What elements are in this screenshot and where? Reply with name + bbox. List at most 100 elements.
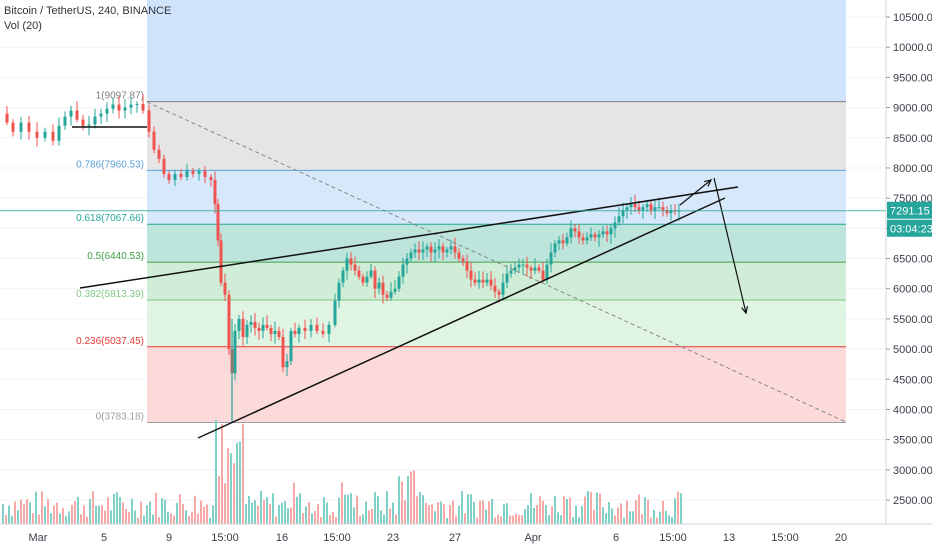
candle-body [241,318,245,337]
candle-body [233,330,237,374]
volume-bar [182,504,184,524]
volume-bar [281,502,283,524]
candle-body [649,204,653,211]
volume-bar [305,506,307,524]
volume-bar [329,515,331,524]
candle-body [321,330,325,334]
candle-body [167,173,171,181]
volume-bar [530,493,532,524]
volume-bar [218,476,220,524]
candle-body [585,237,589,241]
volume-bar [380,510,382,524]
volume-bar [542,500,544,524]
volume-bar [173,515,175,524]
volume-bar [431,504,433,524]
volume-bar [191,511,193,524]
volume-bar [293,482,295,524]
volume-bar [638,494,640,524]
candle-body [289,330,293,362]
volume-bar [2,504,4,524]
volume-bar [323,497,325,524]
candle-body [565,237,569,244]
volume-bar [506,503,508,524]
volume-bar [584,496,586,524]
volume-bar [263,499,265,524]
volume-bar [662,500,664,524]
volume-bar [74,501,76,524]
volume-bar [569,497,571,524]
candle-body [5,113,9,123]
price-axis-label: 2500.00 [893,495,932,507]
volume-bar [17,510,19,524]
candle-body [173,173,177,181]
volume-bar [677,491,679,524]
candle-body [227,294,231,350]
price-axis-label: 6500.00 [893,254,932,266]
volume-bar [14,501,16,524]
candle-body [609,228,613,235]
candle-body [661,207,665,211]
candle-body [365,276,369,283]
volume-bar [422,495,424,524]
volume-bar [509,515,511,524]
candle-body [401,264,405,277]
volume-bar [404,500,406,524]
volume-bar [599,493,601,524]
countdown-value: 03:04:23 [890,224,932,236]
time-axis-label: 15:00 [771,532,799,544]
candle-body [489,279,493,286]
volume-bar [656,517,658,524]
volume-bar [122,502,124,524]
candle-body [19,122,23,132]
volume-bar [377,495,379,524]
volume-bar [653,509,655,524]
fib-zone [147,346,846,423]
candle-body [203,170,207,177]
volume-bar [587,490,589,524]
volume-bar [86,516,88,524]
volume-bar [521,515,523,524]
volume-bar [260,490,262,524]
volume-bar [629,511,631,524]
volume-bar [290,507,292,524]
candle-body [213,180,217,205]
candle-body [625,207,629,211]
candle-body [265,324,269,328]
volume-bar [590,491,592,524]
volume-bar [581,505,583,524]
time-axis-label: 15:00 [323,532,351,544]
candle-body [465,261,469,271]
candle-body [369,270,373,277]
candle-body [129,104,133,108]
volume-bar [596,492,598,524]
volume-bar [578,517,580,524]
candle-body [385,294,389,298]
candle-body [397,276,401,289]
fib-level-label: 0.236(5037.45) [76,336,144,347]
volume-bar [575,505,577,524]
legend-volume: Vol (20) [4,20,42,32]
candle-body [593,234,597,238]
fib-zone-top [147,0,846,102]
volume-bar [572,517,574,524]
time-axis-label: Apr [524,532,541,544]
volume-bar [341,482,343,524]
volume-bar [224,483,226,524]
time-axis-label: Mar [29,532,48,544]
time-axis-label: 13 [723,532,735,544]
volume-bar [476,517,478,524]
candle-body [281,336,285,368]
candle-body [179,173,183,177]
candle-body [557,240,561,244]
candle-body [216,204,220,241]
volume-bar [227,447,229,524]
price-axis-label: 10000.00 [893,42,932,54]
fib-level-label: 1(9097.87) [96,91,144,102]
volume-bar [428,505,430,524]
volume-bar [602,507,604,524]
candle-body [261,324,265,331]
volume-bar [359,515,361,524]
volume-bar [644,497,646,524]
volume-bar [659,511,661,524]
